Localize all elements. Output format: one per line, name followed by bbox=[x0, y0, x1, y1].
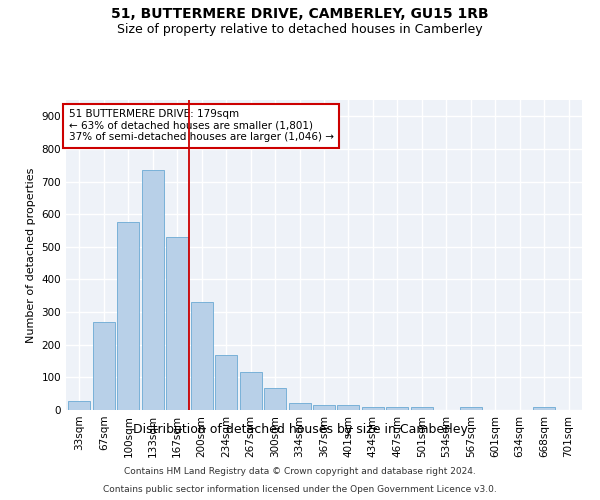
Bar bbox=[411, 407, 433, 410]
Bar bbox=[191, 302, 213, 410]
Bar bbox=[118, 222, 139, 410]
Bar bbox=[239, 372, 262, 410]
Bar bbox=[166, 237, 188, 410]
Bar bbox=[289, 403, 311, 410]
Text: Size of property relative to detached houses in Camberley: Size of property relative to detached ho… bbox=[117, 22, 483, 36]
Bar bbox=[215, 354, 237, 410]
Text: 51 BUTTERMERE DRIVE: 179sqm
← 63% of detached houses are smaller (1,801)
37% of : 51 BUTTERMERE DRIVE: 179sqm ← 63% of det… bbox=[68, 110, 334, 142]
Bar bbox=[460, 407, 482, 410]
Bar bbox=[362, 406, 384, 410]
Bar bbox=[337, 406, 359, 410]
Text: Contains public sector information licensed under the Open Government Licence v3: Contains public sector information licen… bbox=[103, 485, 497, 494]
Text: Contains HM Land Registry data © Crown copyright and database right 2024.: Contains HM Land Registry data © Crown c… bbox=[124, 468, 476, 476]
Bar bbox=[142, 170, 164, 410]
Bar bbox=[264, 388, 286, 410]
Bar bbox=[386, 407, 409, 410]
Text: Distribution of detached houses by size in Camberley: Distribution of detached houses by size … bbox=[133, 422, 467, 436]
Y-axis label: Number of detached properties: Number of detached properties bbox=[26, 168, 36, 342]
Bar bbox=[533, 406, 555, 410]
Bar bbox=[313, 406, 335, 410]
Bar bbox=[68, 401, 91, 410]
Bar bbox=[93, 322, 115, 410]
Text: 51, BUTTERMERE DRIVE, CAMBERLEY, GU15 1RB: 51, BUTTERMERE DRIVE, CAMBERLEY, GU15 1R… bbox=[111, 8, 489, 22]
